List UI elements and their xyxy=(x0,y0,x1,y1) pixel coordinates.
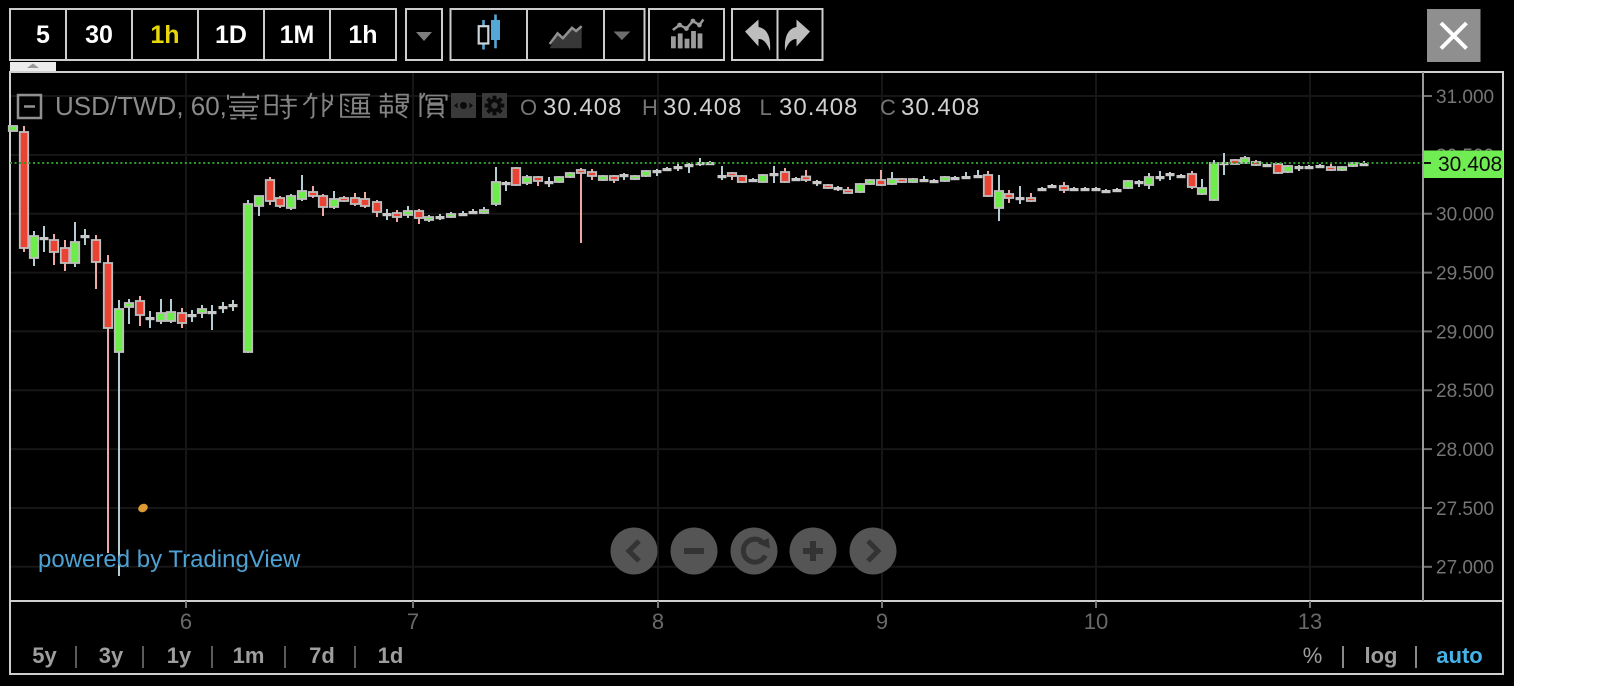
svg-text:10: 10 xyxy=(1084,609,1108,634)
svg-text:31.000: 31.000 xyxy=(1436,87,1494,108)
svg-text:30.408: 30.408 xyxy=(663,94,742,121)
svg-text:O: O xyxy=(520,95,537,120)
svg-text:5: 5 xyxy=(36,21,50,49)
svg-text:USD/TWD, 60,: USD/TWD, 60, xyxy=(55,91,227,121)
svg-text:auto: auto xyxy=(1436,643,1482,668)
svg-text:H: H xyxy=(642,95,658,120)
svg-text:30: 30 xyxy=(85,21,113,49)
svg-text:30.408: 30.408 xyxy=(543,94,622,121)
svg-text:28.500: 28.500 xyxy=(1436,381,1494,402)
svg-text:7: 7 xyxy=(407,609,419,634)
svg-text:30.408: 30.408 xyxy=(901,94,980,121)
svg-text:9: 9 xyxy=(876,609,888,634)
svg-text:L: L xyxy=(760,95,772,120)
svg-text:27.000: 27.000 xyxy=(1436,558,1494,579)
svg-text:powered by TradingView: powered by TradingView xyxy=(38,546,301,573)
svg-text:1d: 1d xyxy=(378,643,404,668)
svg-text:7d: 7d xyxy=(309,643,335,668)
svg-text:1m: 1m xyxy=(233,643,265,668)
svg-text:5y: 5y xyxy=(32,643,57,668)
svg-text:C: C xyxy=(880,95,896,120)
svg-text:30.408: 30.408 xyxy=(779,94,858,121)
svg-text:28.000: 28.000 xyxy=(1436,440,1494,461)
svg-text:27.500: 27.500 xyxy=(1436,499,1494,520)
svg-text:29.000: 29.000 xyxy=(1436,322,1494,343)
svg-text:3y: 3y xyxy=(99,643,124,668)
svg-text:1h: 1h xyxy=(348,21,377,49)
svg-text:1y: 1y xyxy=(167,643,192,668)
svg-text:log: log xyxy=(1365,643,1398,668)
svg-text:29.500: 29.500 xyxy=(1436,264,1494,285)
svg-text:1h: 1h xyxy=(150,21,179,49)
svg-text:8: 8 xyxy=(652,609,664,634)
svg-text:6: 6 xyxy=(180,609,192,634)
svg-text:30.000: 30.000 xyxy=(1436,205,1494,226)
svg-text:1D: 1D xyxy=(215,21,247,49)
svg-text:30.408: 30.408 xyxy=(1438,153,1502,176)
svg-text:%: % xyxy=(1303,643,1323,668)
svg-text:13: 13 xyxy=(1298,609,1322,634)
svg-text:1M: 1M xyxy=(280,21,315,49)
